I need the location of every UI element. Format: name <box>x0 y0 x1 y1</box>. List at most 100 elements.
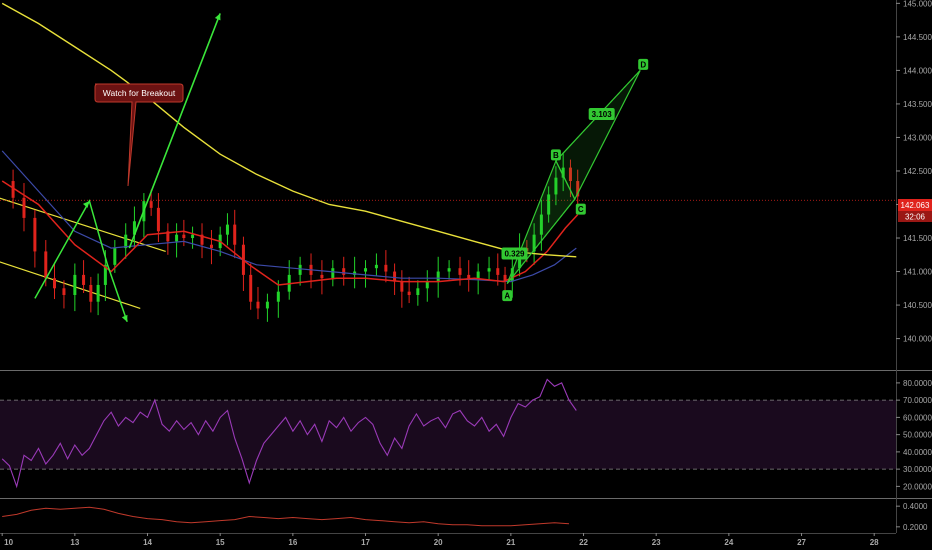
candle-body <box>200 234 204 245</box>
zigzag-arrow-head-up <box>82 201 90 208</box>
time-tick-label: 13 <box>70 538 79 547</box>
zigzag-arrow-head-down <box>121 314 128 322</box>
candle-body <box>191 234 195 239</box>
candle-body <box>532 234 536 252</box>
channel-lower-line <box>0 261 141 309</box>
price-tick-label: 144.500 <box>903 33 932 42</box>
pattern-ratio-label-1: 3.103 <box>592 110 613 119</box>
zigzag-arrow <box>34 199 128 323</box>
countdown-label-bg <box>898 211 932 222</box>
price-tick-label: 143.000 <box>903 133 932 142</box>
candle-body <box>510 268 514 282</box>
candle-body <box>62 288 66 296</box>
price-tick-label: 145.000 <box>903 0 932 8</box>
candle-body <box>320 274 324 279</box>
sma-yellow-line <box>1 2 577 258</box>
rsi-panel[interactable] <box>0 378 896 489</box>
candle-body <box>393 271 397 282</box>
price-tick-label: 144.000 <box>903 66 932 75</box>
candle-body <box>82 274 86 285</box>
time-tick-label: 22 <box>579 538 588 547</box>
lower-indicator-line <box>2 506 570 527</box>
candle-body <box>539 214 543 235</box>
candle-body <box>416 288 420 296</box>
pattern-point-c-badge <box>575 203 586 215</box>
candle-countdown-label: 32:06 <box>905 213 926 222</box>
price-tick-label: 141.000 <box>903 268 932 277</box>
candle-body <box>22 197 26 218</box>
price-panel[interactable]: A B C D 0.329 3.103 <box>0 2 896 323</box>
candle-body <box>458 268 462 275</box>
price-tick-label: 140.500 <box>903 301 932 310</box>
pattern-point-a-label: A <box>504 292 510 301</box>
pattern-ratio-badge-0 <box>501 247 528 260</box>
candle-body <box>496 268 500 275</box>
candle-body <box>276 291 280 302</box>
lower-tick-label: 0.2000 <box>903 523 928 532</box>
time-tick-label: 28 <box>870 538 879 547</box>
pattern-point-d-badge <box>638 58 649 70</box>
ema-red-line <box>1 180 579 286</box>
rsi-tick-label: 60.0000 <box>903 413 932 422</box>
candle-body <box>233 224 237 245</box>
candle-body <box>249 274 253 302</box>
candle-body <box>400 281 404 292</box>
price-tick-label: 143.500 <box>903 100 932 109</box>
candle-body <box>103 264 107 285</box>
candle-body <box>554 177 558 195</box>
time-tick-label: 17 <box>361 538 370 547</box>
time-axis[interactable]: 10 13 14 15 16 17 20 21 22 23 24 27 28 <box>1 533 879 547</box>
time-tick-label: 15 <box>216 538 225 547</box>
price-tick-label: 140.000 <box>903 335 932 344</box>
price-axis[interactable]: 145.000 144.500 144.000 143.500 143.000 142.5… <box>896 0 932 532</box>
time-tick-label: 24 <box>724 538 733 547</box>
callout-bubble <box>94 83 184 187</box>
time-tick-label: 20 <box>434 538 443 547</box>
channel-upper-line <box>0 197 166 252</box>
lower-tick-label: 0.4000 <box>903 502 928 511</box>
current-price-label-bg <box>898 199 932 211</box>
pattern-point-b-label: B <box>553 151 559 160</box>
candle-body <box>298 264 302 275</box>
breakout-arrow <box>128 13 221 249</box>
candle-body <box>561 167 565 178</box>
candle-body <box>568 167 572 182</box>
candle-body <box>225 224 229 235</box>
candle-body <box>476 271 480 279</box>
candle-body <box>89 284 93 302</box>
candle-body <box>467 274 471 279</box>
rsi-tick-label: 70.0000 <box>903 396 932 405</box>
lower-panel[interactable] <box>2 506 570 527</box>
candle-body <box>576 181 580 197</box>
rsi-tick-label: 40.0000 <box>903 448 932 457</box>
rsi-tick-label: 20.0000 <box>903 482 932 491</box>
candle-body <box>96 284 100 302</box>
candle-body <box>384 264 388 272</box>
watch-for-breakout-callout[interactable]: Watch for Breakout <box>94 83 184 187</box>
candle-body <box>182 234 186 239</box>
rsi-line <box>1 378 577 489</box>
rsi-band <box>0 400 896 470</box>
callout-text: Watch for Breakout <box>103 88 176 98</box>
candle-body <box>436 271 440 282</box>
pattern-point-d-label: D <box>640 60 646 69</box>
pattern-ratio-label-0: 0.329 <box>504 249 525 258</box>
pattern-ratio-badge-1 <box>588 107 615 120</box>
candle-body <box>166 231 170 242</box>
candle-body <box>209 244 213 249</box>
current-price-tag: 142.063 32:06 <box>898 199 932 222</box>
candle-body <box>447 268 451 272</box>
current-price-label: 142.063 <box>901 201 930 210</box>
candle-body <box>113 248 117 265</box>
time-tick-label: 14 <box>143 538 152 547</box>
time-tick-label: 27 <box>797 538 806 547</box>
candle-body <box>73 274 77 296</box>
candle-body <box>256 301 260 309</box>
ema-blue-line <box>1 150 577 283</box>
candle-body <box>44 251 48 279</box>
candle-body <box>149 201 153 208</box>
candle-body <box>487 268 491 272</box>
rsi-tick-label: 80.0000 <box>903 379 932 388</box>
candle-body <box>503 274 507 282</box>
